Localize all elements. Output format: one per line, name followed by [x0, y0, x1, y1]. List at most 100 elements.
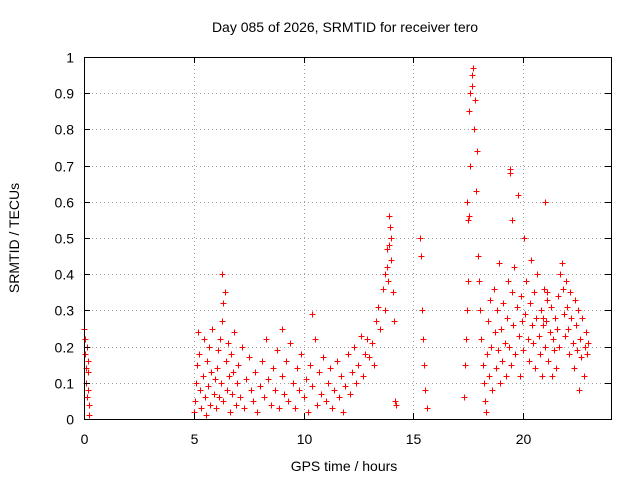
data-point	[202, 394, 209, 401]
data-point	[491, 286, 498, 293]
data-point	[239, 344, 246, 351]
data-point	[418, 253, 425, 260]
axis-ticks: 00.10.20.30.40.50.60.70.80.910 5 10 15 20	[55, 50, 611, 447]
data-point	[550, 336, 557, 343]
x-tick-label: 15	[406, 431, 422, 447]
data-point	[211, 391, 218, 398]
x-axis-label: GPS time / hours	[291, 458, 398, 474]
data-point	[424, 405, 431, 412]
data-point	[373, 318, 380, 325]
data-point	[514, 304, 521, 311]
data-point	[484, 351, 491, 358]
data-point	[220, 398, 227, 405]
y-tick-label: 0.6	[55, 195, 75, 211]
data-point	[201, 336, 208, 343]
data-point	[519, 318, 526, 325]
data-point	[287, 340, 294, 347]
data-point	[227, 409, 234, 416]
data-point	[366, 354, 373, 361]
data-point	[571, 365, 578, 372]
data-point	[469, 72, 476, 79]
data-point	[192, 398, 199, 405]
data-point	[554, 326, 561, 333]
data-point	[482, 398, 489, 405]
data-point	[353, 380, 360, 387]
data-point	[82, 351, 89, 358]
data-point	[504, 315, 511, 322]
data-point	[85, 369, 92, 376]
data-point	[567, 289, 574, 296]
data-point	[360, 373, 367, 380]
x-tick-label: 10	[297, 431, 313, 447]
data-point	[544, 297, 551, 304]
data-point	[200, 373, 207, 380]
data-point	[499, 358, 506, 365]
data-point	[194, 362, 201, 369]
data-point	[552, 315, 559, 322]
data-point	[316, 369, 323, 376]
data-point	[349, 369, 356, 376]
data-point	[205, 383, 212, 390]
data-point	[520, 347, 527, 354]
data-point	[82, 336, 89, 343]
data-point	[290, 380, 297, 387]
x-tick-label: 0	[81, 431, 89, 447]
data-point	[503, 373, 510, 380]
data-point	[272, 387, 279, 394]
data-point	[213, 405, 220, 412]
data-point	[466, 108, 473, 115]
data-point	[506, 344, 513, 351]
data-point	[195, 329, 202, 336]
data-point	[86, 412, 93, 419]
data-point	[566, 351, 573, 358]
data-point	[371, 362, 378, 369]
data-point	[386, 213, 393, 220]
data-point	[388, 235, 395, 242]
data-point	[303, 376, 310, 383]
data-point	[215, 347, 222, 354]
data-point	[392, 398, 399, 405]
data-point	[340, 409, 347, 416]
data-point	[561, 311, 568, 318]
data-point	[358, 333, 365, 340]
data-point	[557, 271, 564, 278]
data-point	[463, 336, 470, 343]
data-point	[259, 358, 266, 365]
data-point	[564, 304, 571, 311]
data-point	[384, 246, 391, 253]
data-point	[471, 126, 478, 133]
data-point	[464, 307, 471, 314]
data-point	[525, 336, 532, 343]
y-tick-label: 0.2	[55, 340, 75, 356]
data-point	[544, 289, 551, 296]
data-point	[493, 365, 500, 372]
data-point	[496, 260, 503, 267]
data-point	[214, 365, 221, 372]
data-point	[574, 347, 581, 354]
data-point	[307, 362, 314, 369]
data-point	[486, 373, 493, 380]
data-point	[331, 387, 338, 394]
data-point	[237, 394, 244, 401]
data-point	[568, 315, 575, 322]
data-point	[518, 293, 525, 300]
data-point	[534, 271, 541, 278]
data-point	[575, 307, 582, 314]
data-point	[314, 402, 321, 409]
data-point	[421, 362, 428, 369]
data-point	[583, 329, 590, 336]
data-point	[465, 217, 472, 224]
data-point	[388, 257, 395, 264]
data-point	[193, 380, 200, 387]
data-point	[377, 326, 384, 333]
data-point	[85, 387, 92, 394]
data-point	[198, 405, 205, 412]
data-point	[581, 373, 588, 380]
data-point	[351, 344, 358, 351]
data-point	[248, 387, 255, 394]
data-point	[533, 315, 540, 322]
data-point	[573, 322, 580, 329]
data-point	[86, 402, 93, 409]
data-point	[386, 242, 393, 249]
data-point	[502, 340, 509, 347]
